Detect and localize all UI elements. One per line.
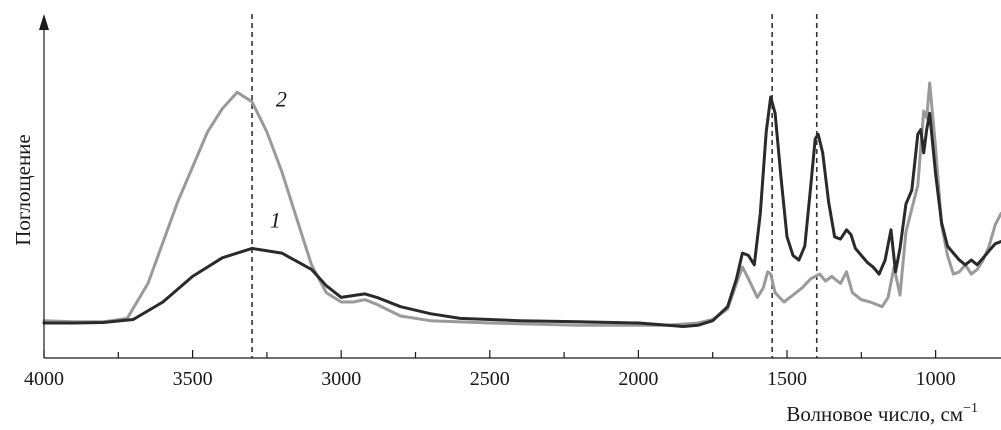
axes xyxy=(39,14,1001,359)
x-axis-label-text: Волновое число, см xyxy=(786,402,963,426)
x-tick-label: 2500 xyxy=(470,368,510,390)
x-tick-label: 1000 xyxy=(916,368,956,390)
x-tick-label: 3000 xyxy=(321,368,361,390)
x-tick-label: 4000 xyxy=(24,368,64,390)
x-axis-label-unit-exponent: −1 xyxy=(963,401,978,416)
curve-labels: 21 xyxy=(270,86,287,232)
y-axis-arrow-icon xyxy=(39,14,49,30)
series-layer xyxy=(42,81,1001,328)
series-line-1 xyxy=(42,95,1001,328)
y-axis-label: Поглощение xyxy=(11,134,35,245)
x-ticks: 4000 3500 3000 2500 2000 1500 1000 xyxy=(24,350,956,390)
curve-label-2: 2 xyxy=(276,86,287,111)
curve-label-1: 1 xyxy=(270,207,281,232)
reference-lines xyxy=(251,14,818,358)
x-axis-label: Волновое число, см−1 xyxy=(786,401,978,426)
x-tick-label: 1500 xyxy=(767,368,807,390)
x-tick-label: 2000 xyxy=(618,368,658,390)
series-line-2 xyxy=(42,81,1001,327)
x-tick-label: 3500 xyxy=(173,368,213,390)
